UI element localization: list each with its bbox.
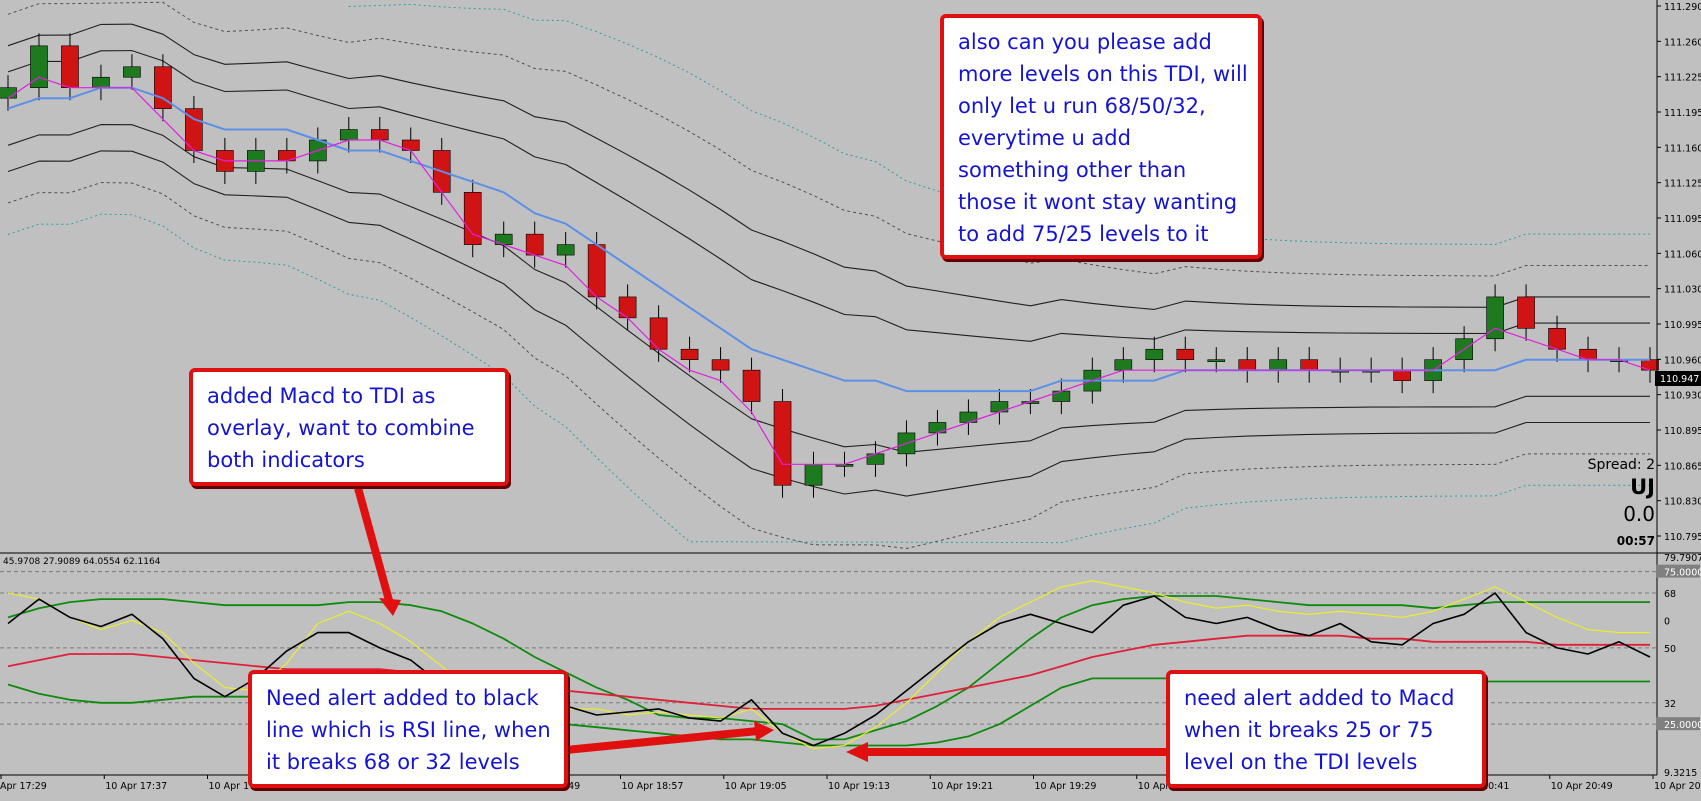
price-envelope-line — [7, 124, 1650, 453]
time-tick-label: 10 Apr 20:57 — [1654, 781, 1701, 792]
bear-candle — [1300, 359, 1319, 371]
indicator-level-tag — [1656, 717, 1700, 731]
price-tick-label: 110.960 — [1664, 355, 1701, 366]
bull-candle — [1207, 359, 1226, 362]
bear-candle — [711, 359, 730, 371]
callout-rsi-alert: Need alert added to black line which is … — [248, 670, 568, 788]
bear-candle — [463, 192, 482, 245]
price-tick-label: 110.795 — [1664, 532, 1701, 543]
bull-candle — [0, 87, 17, 99]
price-tick-label: 111.195 — [1664, 108, 1701, 119]
spread-label: Spread: 2 — [1587, 457, 1655, 473]
bear-candle — [1238, 359, 1257, 371]
price-envelope-line — [7, 1, 1650, 277]
moving-average-magenta — [7, 76, 1651, 465]
indicator-scale-label: 25.0000 — [1664, 720, 1701, 731]
bear-candle — [1176, 348, 1195, 360]
time-tick-label: Apr 17:29 — [0, 781, 47, 792]
bear-candle — [525, 233, 544, 256]
price-tick-label: 111.095 — [1664, 214, 1701, 225]
indicator-scale-label: 68 — [1664, 589, 1676, 600]
price-envelope-line — [7, 213, 1650, 544]
bull-candle — [556, 244, 575, 256]
indicator-scale-label: 9.3215 — [1664, 768, 1697, 779]
bull-candle — [1269, 359, 1288, 371]
price-tick-label: 111.160 — [1664, 143, 1701, 154]
bull-candle — [92, 76, 110, 88]
bear-candle — [1393, 369, 1411, 381]
time-tick-label: 10 Apr 20:49 — [1551, 781, 1613, 792]
bear-candle — [1517, 296, 1535, 329]
price-envelope-line — [7, 23, 1650, 310]
callout-macd-alert: need alert added to Macd when it breaks … — [1166, 670, 1486, 788]
price-tick-label: 111.260 — [1664, 37, 1701, 48]
rsi-line — [7, 592, 1651, 747]
indicator-values-header: 45.9708 27.9089 64.0554 62.1164 — [3, 557, 161, 567]
time-tick-label: 10 Apr 19:21 — [931, 781, 993, 792]
current-price-label: 110.947 — [1660, 374, 1699, 385]
price-tick-label: 111.290 — [1664, 2, 1701, 13]
bull-candle — [1486, 296, 1504, 340]
time-tick-label: 10 Apr 17:45 — [209, 781, 271, 792]
price-tick-label: 111.030 — [1664, 285, 1701, 296]
indicator-level-tag — [1656, 564, 1700, 578]
bull-candle — [804, 464, 823, 486]
bear-candle — [773, 401, 792, 486]
price-tick-label: 111.125 — [1664, 179, 1701, 190]
bull-candle — [1145, 348, 1164, 360]
bear-candle — [680, 348, 699, 360]
bear-candle — [587, 244, 606, 298]
bear-candle — [618, 296, 637, 319]
indicator-scale-label: 0 — [1664, 616, 1670, 627]
time-tick-label: 10 Apr 19:13 — [828, 781, 890, 792]
main-price-panel — [0, 1, 1659, 549]
price-tick-label: 111.060 — [1664, 249, 1701, 260]
price-tick-label: 110.830 — [1664, 497, 1701, 508]
symbol-name: UJ — [1630, 475, 1655, 499]
price-envelope-line — [7, 150, 1650, 497]
current-price-tag — [1655, 371, 1701, 386]
bull-candle — [30, 45, 48, 88]
price-tick-label: 110.995 — [1664, 320, 1701, 331]
change-value: 0.0 — [1623, 502, 1655, 526]
callout-macd-overlay: added Macd to TDI as overlay, want to co… — [189, 368, 509, 486]
price-tick-label: 110.865 — [1664, 461, 1701, 472]
bull-candle — [1114, 359, 1133, 371]
indicator-scale-label: 50 — [1664, 644, 1676, 655]
annotation-arrows — [354, 486, 1167, 762]
price-tick-label: 110.895 — [1664, 426, 1701, 437]
time-tick-label: 10 Apr 19:05 — [725, 781, 787, 792]
time-tick-label: 10 Apr 18:57 — [622, 781, 684, 792]
price-envelope-line — [7, 50, 1650, 342]
indicator-scale-label: 75.0000 — [1664, 568, 1701, 579]
bear-candle — [742, 369, 761, 402]
bull-candle — [123, 66, 141, 78]
callout-tdi-levels: also can you please add more levels on t… — [940, 14, 1262, 259]
bear-candle — [1548, 328, 1566, 350]
symbol-info: Spread: 2 UJ 0.0 00:57 — [1535, 456, 1655, 551]
time-tick-label: 10 Apr 17:37 — [105, 781, 167, 792]
bar-countdown: 00:57 — [1616, 534, 1655, 548]
signal-line — [7, 580, 1650, 750]
bear-candle — [370, 129, 389, 141]
market-base-line — [7, 634, 1650, 710]
bear-candle — [154, 66, 172, 109]
time-tick-label: 10 Apr 19:29 — [1035, 781, 1097, 792]
price-envelope-line — [7, 182, 1650, 549]
bear-candle — [649, 317, 668, 350]
indicator-scale-label: 32 — [1664, 699, 1676, 710]
bear-candle — [61, 45, 79, 88]
price-tick-label: 110.930 — [1664, 391, 1701, 402]
bull-candle — [339, 129, 358, 141]
price-tick-label: 111.225 — [1664, 73, 1701, 84]
indicator-scale-label: 79.7907 — [1664, 553, 1701, 564]
